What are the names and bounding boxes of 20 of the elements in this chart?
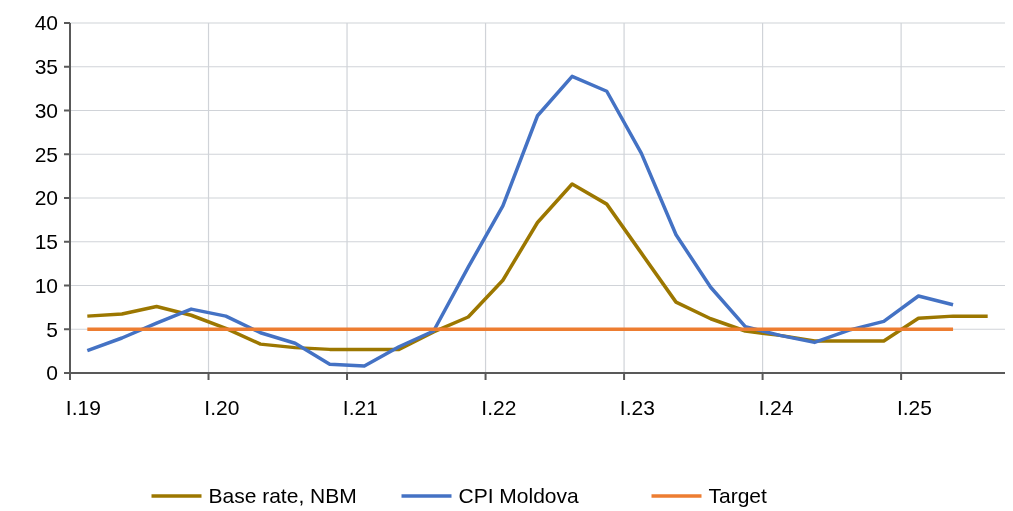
y-tick-label: 10	[34, 273, 58, 297]
y-tick-label: 0	[46, 361, 58, 385]
line-series	[85, 74, 955, 368]
y-tick-label: 25	[34, 142, 58, 166]
y-tick-label: 15	[34, 230, 58, 254]
y-tick-label: 20	[34, 186, 58, 210]
y-tick-label: 5	[46, 317, 58, 341]
x-tick-label: I.20	[204, 396, 240, 419]
y-tick-label: 35	[34, 55, 58, 79]
x-tick-label: I.24	[758, 396, 794, 419]
x-tick-label: I.22	[481, 396, 517, 419]
y-tick-label: 40	[34, 11, 58, 35]
x-tick-label: I.25	[896, 396, 932, 419]
x-tick-label: I.23	[619, 396, 655, 419]
legend-label: Target	[708, 484, 768, 508]
x-tick-label: I.21	[342, 396, 378, 419]
y-tick-label: 30	[34, 98, 58, 122]
x-tick-label: I.19	[65, 396, 101, 419]
legend-label: CPI Moldova	[458, 484, 580, 508]
legend-label: Base rate, NBM	[208, 484, 357, 508]
